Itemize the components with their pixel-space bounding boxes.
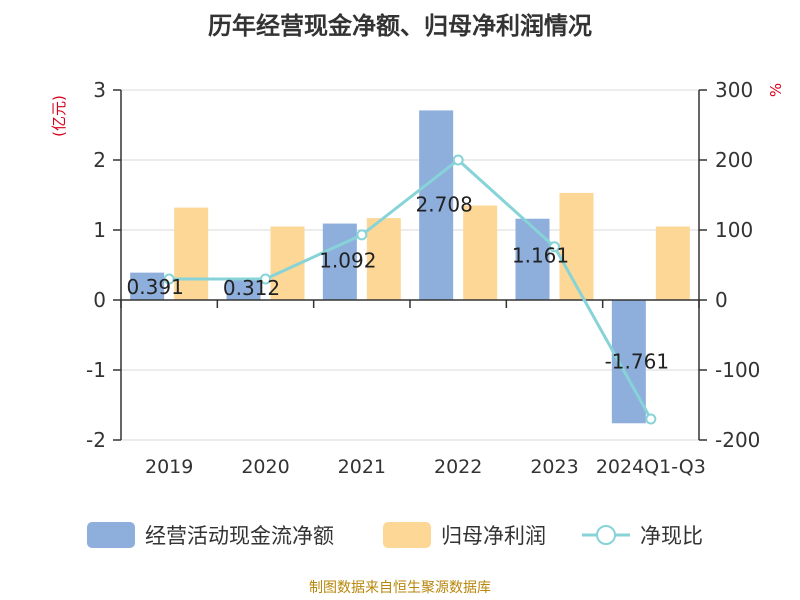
legend-item-net-profit[interactable]: 归母净利润 (383, 522, 546, 548)
y-tick-label-right: 200 (715, 148, 753, 172)
y-tick-label-right: 100 (715, 218, 753, 242)
y-axis-left: -2 -1 0 1 2 3 (86, 78, 122, 452)
legend-item-operating-cashflow[interactable]: 经营活动现金流净额 (87, 522, 334, 548)
bar-operating-cashflow (419, 110, 454, 300)
x-axis: 2019 2020 2021 2022 2023 2024Q1-Q3 (120, 299, 706, 478)
ratio-point (645, 413, 657, 425)
bar-value-label: -1.761 (605, 349, 669, 373)
y-axis-right-unit: % (767, 83, 785, 97)
y-tick-label-left: -2 (86, 428, 106, 452)
y-tick-label-left: 1 (93, 218, 106, 242)
legend-item-ratio[interactable]: 净现比 (582, 524, 703, 548)
bar-value-label: 1.092 (319, 249, 376, 273)
source-note: 制图数据来自恒生聚源数据库 (309, 580, 491, 596)
x-tick-label: 2023 (530, 456, 578, 478)
y-tick-label-right: 300 (715, 78, 753, 102)
bar-value-labels: 0.391 0.312 1.092 2.708 1.161 -1.761 (127, 192, 670, 373)
x-tick-label: 2024Q1-Q3 (596, 456, 706, 478)
bar-net-profit (559, 192, 594, 300)
ratio-line (163, 154, 657, 425)
ratio-point (549, 241, 560, 253)
legend-label: 归母净利润 (441, 524, 546, 548)
bar-value-label: 1.161 (512, 244, 569, 268)
bar-operating-cashflow (130, 272, 165, 300)
x-tick-label: 2019 (145, 456, 193, 478)
ratio-point (452, 154, 464, 166)
y-tick-label-left: -1 (86, 358, 106, 382)
legend-swatch (383, 522, 431, 548)
y-tick-label-right: 0 (715, 288, 728, 312)
y-tick-label-left: 0 (93, 288, 106, 312)
y-tick-label-right: -100 (715, 358, 760, 382)
bar-net-profit (655, 226, 690, 300)
bar-net-profit (174, 207, 209, 300)
legend[interactable]: 经营活动现金流净额 归母净利润 净现比 (87, 522, 703, 548)
bars (130, 110, 690, 424)
bar-value-label: 0.312 (223, 276, 280, 300)
bar-operating-cashflow (515, 218, 550, 300)
legend-swatch (87, 522, 135, 548)
bar-operating-cashflow (322, 223, 357, 300)
x-tick-label: 2022 (434, 456, 482, 478)
ratio-point (163, 273, 175, 285)
x-tick-label: 2021 (338, 456, 386, 478)
ratio-point (260, 273, 271, 285)
legend-label: 净现比 (640, 524, 703, 548)
bar-net-profit (463, 205, 498, 300)
y-tick-label-left: 3 (93, 78, 106, 102)
bar-value-label: 2.708 (416, 192, 473, 216)
legend-marker (596, 525, 616, 545)
y-tick-label-left: 2 (93, 148, 106, 172)
chart-title: 历年经营现金净额、归母净利润情况 (208, 12, 592, 40)
bar-operating-cashflow (226, 278, 261, 300)
y-tick-label-right: -200 (715, 428, 760, 452)
y-axis-right: -200 -100 0 100 200 300 (698, 78, 760, 452)
bar-value-label: 0.391 (127, 275, 184, 299)
legend-label: 经营活动现金流净额 (145, 524, 334, 548)
ratio-point (356, 229, 368, 241)
ratio-line-path (169, 158, 653, 420)
y-axis-left-unit: (亿元) (50, 95, 68, 137)
x-tick-label: 2020 (241, 456, 289, 478)
bar-net-profit (366, 218, 401, 300)
